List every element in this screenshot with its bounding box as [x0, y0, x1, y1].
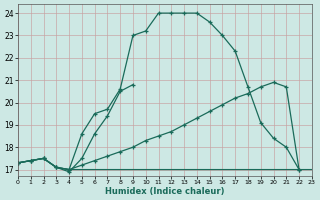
X-axis label: Humidex (Indice chaleur): Humidex (Indice chaleur) — [105, 187, 225, 196]
